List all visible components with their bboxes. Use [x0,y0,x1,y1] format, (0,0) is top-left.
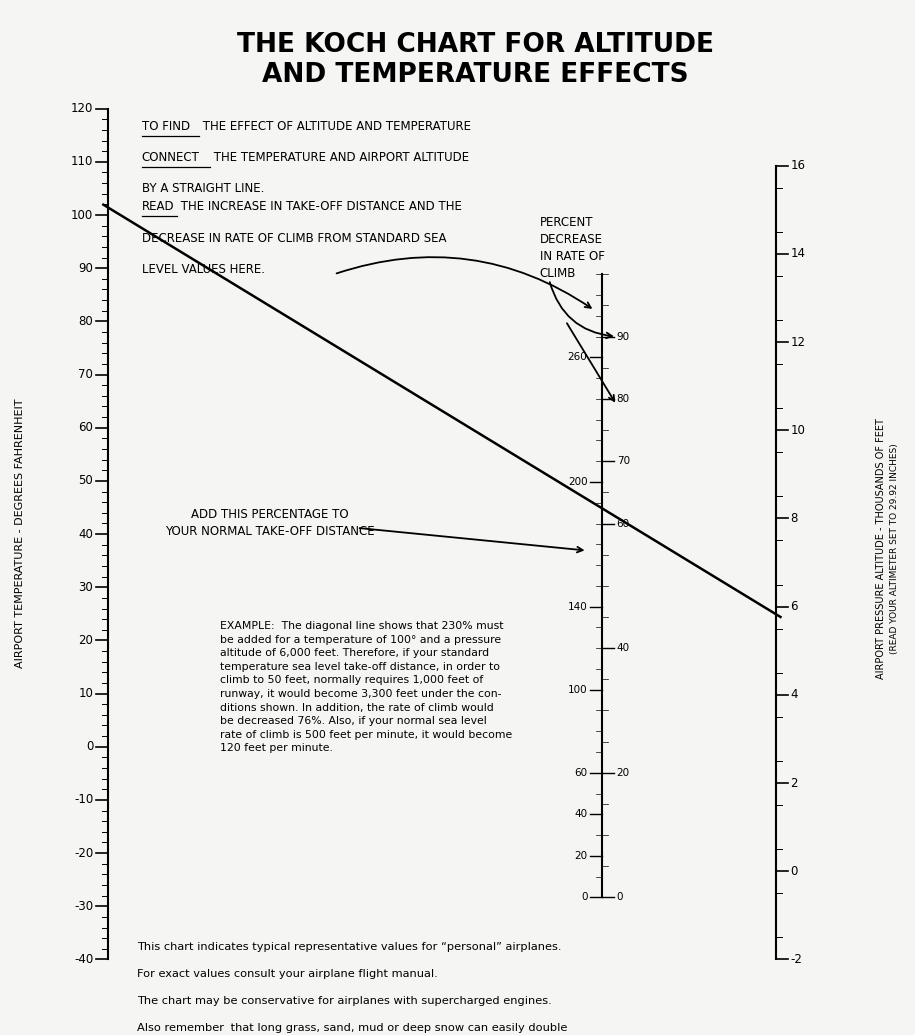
Text: 0: 0 [581,892,587,903]
Text: 40: 40 [79,528,93,540]
Text: 70: 70 [617,456,630,466]
Text: -2: -2 [791,953,802,966]
Text: 100: 100 [568,685,587,694]
Text: 16: 16 [791,159,805,172]
Text: 260: 260 [567,352,587,362]
Text: -20: -20 [74,847,93,860]
Text: 40: 40 [575,809,587,820]
Text: 10: 10 [791,423,805,437]
Text: The chart may be conservative for airplanes with supercharged engines.: The chart may be conservative for airpla… [137,996,552,1006]
Text: 90: 90 [617,331,630,342]
Text: 20: 20 [79,633,93,647]
Text: 8: 8 [791,512,798,525]
Text: TO FIND: TO FIND [142,120,190,132]
Text: -30: -30 [74,899,93,913]
Text: 110: 110 [71,155,93,169]
Text: For exact values consult your airplane flight manual.: For exact values consult your airplane f… [137,969,438,979]
Text: EXAMPLE:  The diagonal line shows that 230% must
be added for a temperature of 1: EXAMPLE: The diagonal line shows that 23… [220,621,511,753]
Text: AIRPORT PRESSURE ALTITUDE - THOUSANDS OF FEET: AIRPORT PRESSURE ALTITUDE - THOUSANDS OF… [877,418,886,679]
Text: 60: 60 [79,421,93,435]
Text: BY A STRAIGHT LINE.: BY A STRAIGHT LINE. [142,182,264,195]
Text: DECREASE IN RATE OF CLIMB FROM STANDARD SEA: DECREASE IN RATE OF CLIMB FROM STANDARD … [142,232,447,244]
Text: 12: 12 [791,335,805,349]
Text: LEVEL VALUES HERE.: LEVEL VALUES HERE. [142,263,264,275]
Text: PERCENT
DECREASE
IN RATE OF
CLIMB: PERCENT DECREASE IN RATE OF CLIMB [540,216,605,280]
Text: AND TEMPERATURE EFFECTS: AND TEMPERATURE EFFECTS [263,61,689,88]
Text: 200: 200 [568,477,587,486]
Text: CONNECT: CONNECT [142,151,199,164]
Text: 70: 70 [79,368,93,381]
Text: Also remember: Also remember [137,1023,224,1033]
Text: 120: 120 [71,102,93,115]
Text: 50: 50 [79,474,93,487]
Text: -10: -10 [74,794,93,806]
Text: 0: 0 [791,864,798,878]
Text: that long grass, sand, mud or deep snow can easily double: that long grass, sand, mud or deep snow … [227,1023,567,1033]
Text: 100: 100 [71,208,93,221]
Text: THE EFFECT OF ALTITUDE AND TEMPERATURE: THE EFFECT OF ALTITUDE AND TEMPERATURE [199,120,470,132]
Text: AIRPORT TEMPERATURE - DEGREES FAHRENHEIT: AIRPORT TEMPERATURE - DEGREES FAHRENHEIT [16,398,25,668]
Text: 60: 60 [575,768,587,777]
Text: This chart indicates typical representative values for “personal” airplanes.: This chart indicates typical representat… [137,942,562,952]
Text: 14: 14 [791,247,805,261]
Text: 2: 2 [791,776,798,790]
Text: 4: 4 [791,688,798,702]
Text: 60: 60 [617,519,630,529]
Text: ADD THIS PERCENTAGE TO
YOUR NORMAL TAKE-OFF DISTANCE: ADD THIS PERCENTAGE TO YOUR NORMAL TAKE-… [165,508,375,537]
Text: 80: 80 [617,394,630,404]
Text: 0: 0 [617,892,623,903]
Text: 40: 40 [617,643,630,653]
Text: 0: 0 [86,740,93,753]
Text: THE KOCH CHART FOR ALTITUDE: THE KOCH CHART FOR ALTITUDE [237,31,715,58]
Text: -40: -40 [74,953,93,966]
Text: 30: 30 [79,581,93,594]
Text: THE TEMPERATURE AND AIRPORT ALTITUDE: THE TEMPERATURE AND AIRPORT ALTITUDE [210,151,469,164]
Text: READ: READ [142,201,175,213]
Text: 90: 90 [79,262,93,274]
Text: (READ YOUR ALTIMETER SET TO 29.92 INCHES): (READ YOUR ALTIMETER SET TO 29.92 INCHES… [890,443,899,654]
Text: THE INCREASE IN TAKE-OFF DISTANCE AND THE: THE INCREASE IN TAKE-OFF DISTANCE AND TH… [177,201,461,213]
Text: 80: 80 [79,315,93,328]
Text: 20: 20 [575,851,587,861]
Text: 140: 140 [567,601,587,612]
Text: 20: 20 [617,768,630,777]
Text: 10: 10 [79,687,93,700]
Text: 6: 6 [791,600,798,613]
